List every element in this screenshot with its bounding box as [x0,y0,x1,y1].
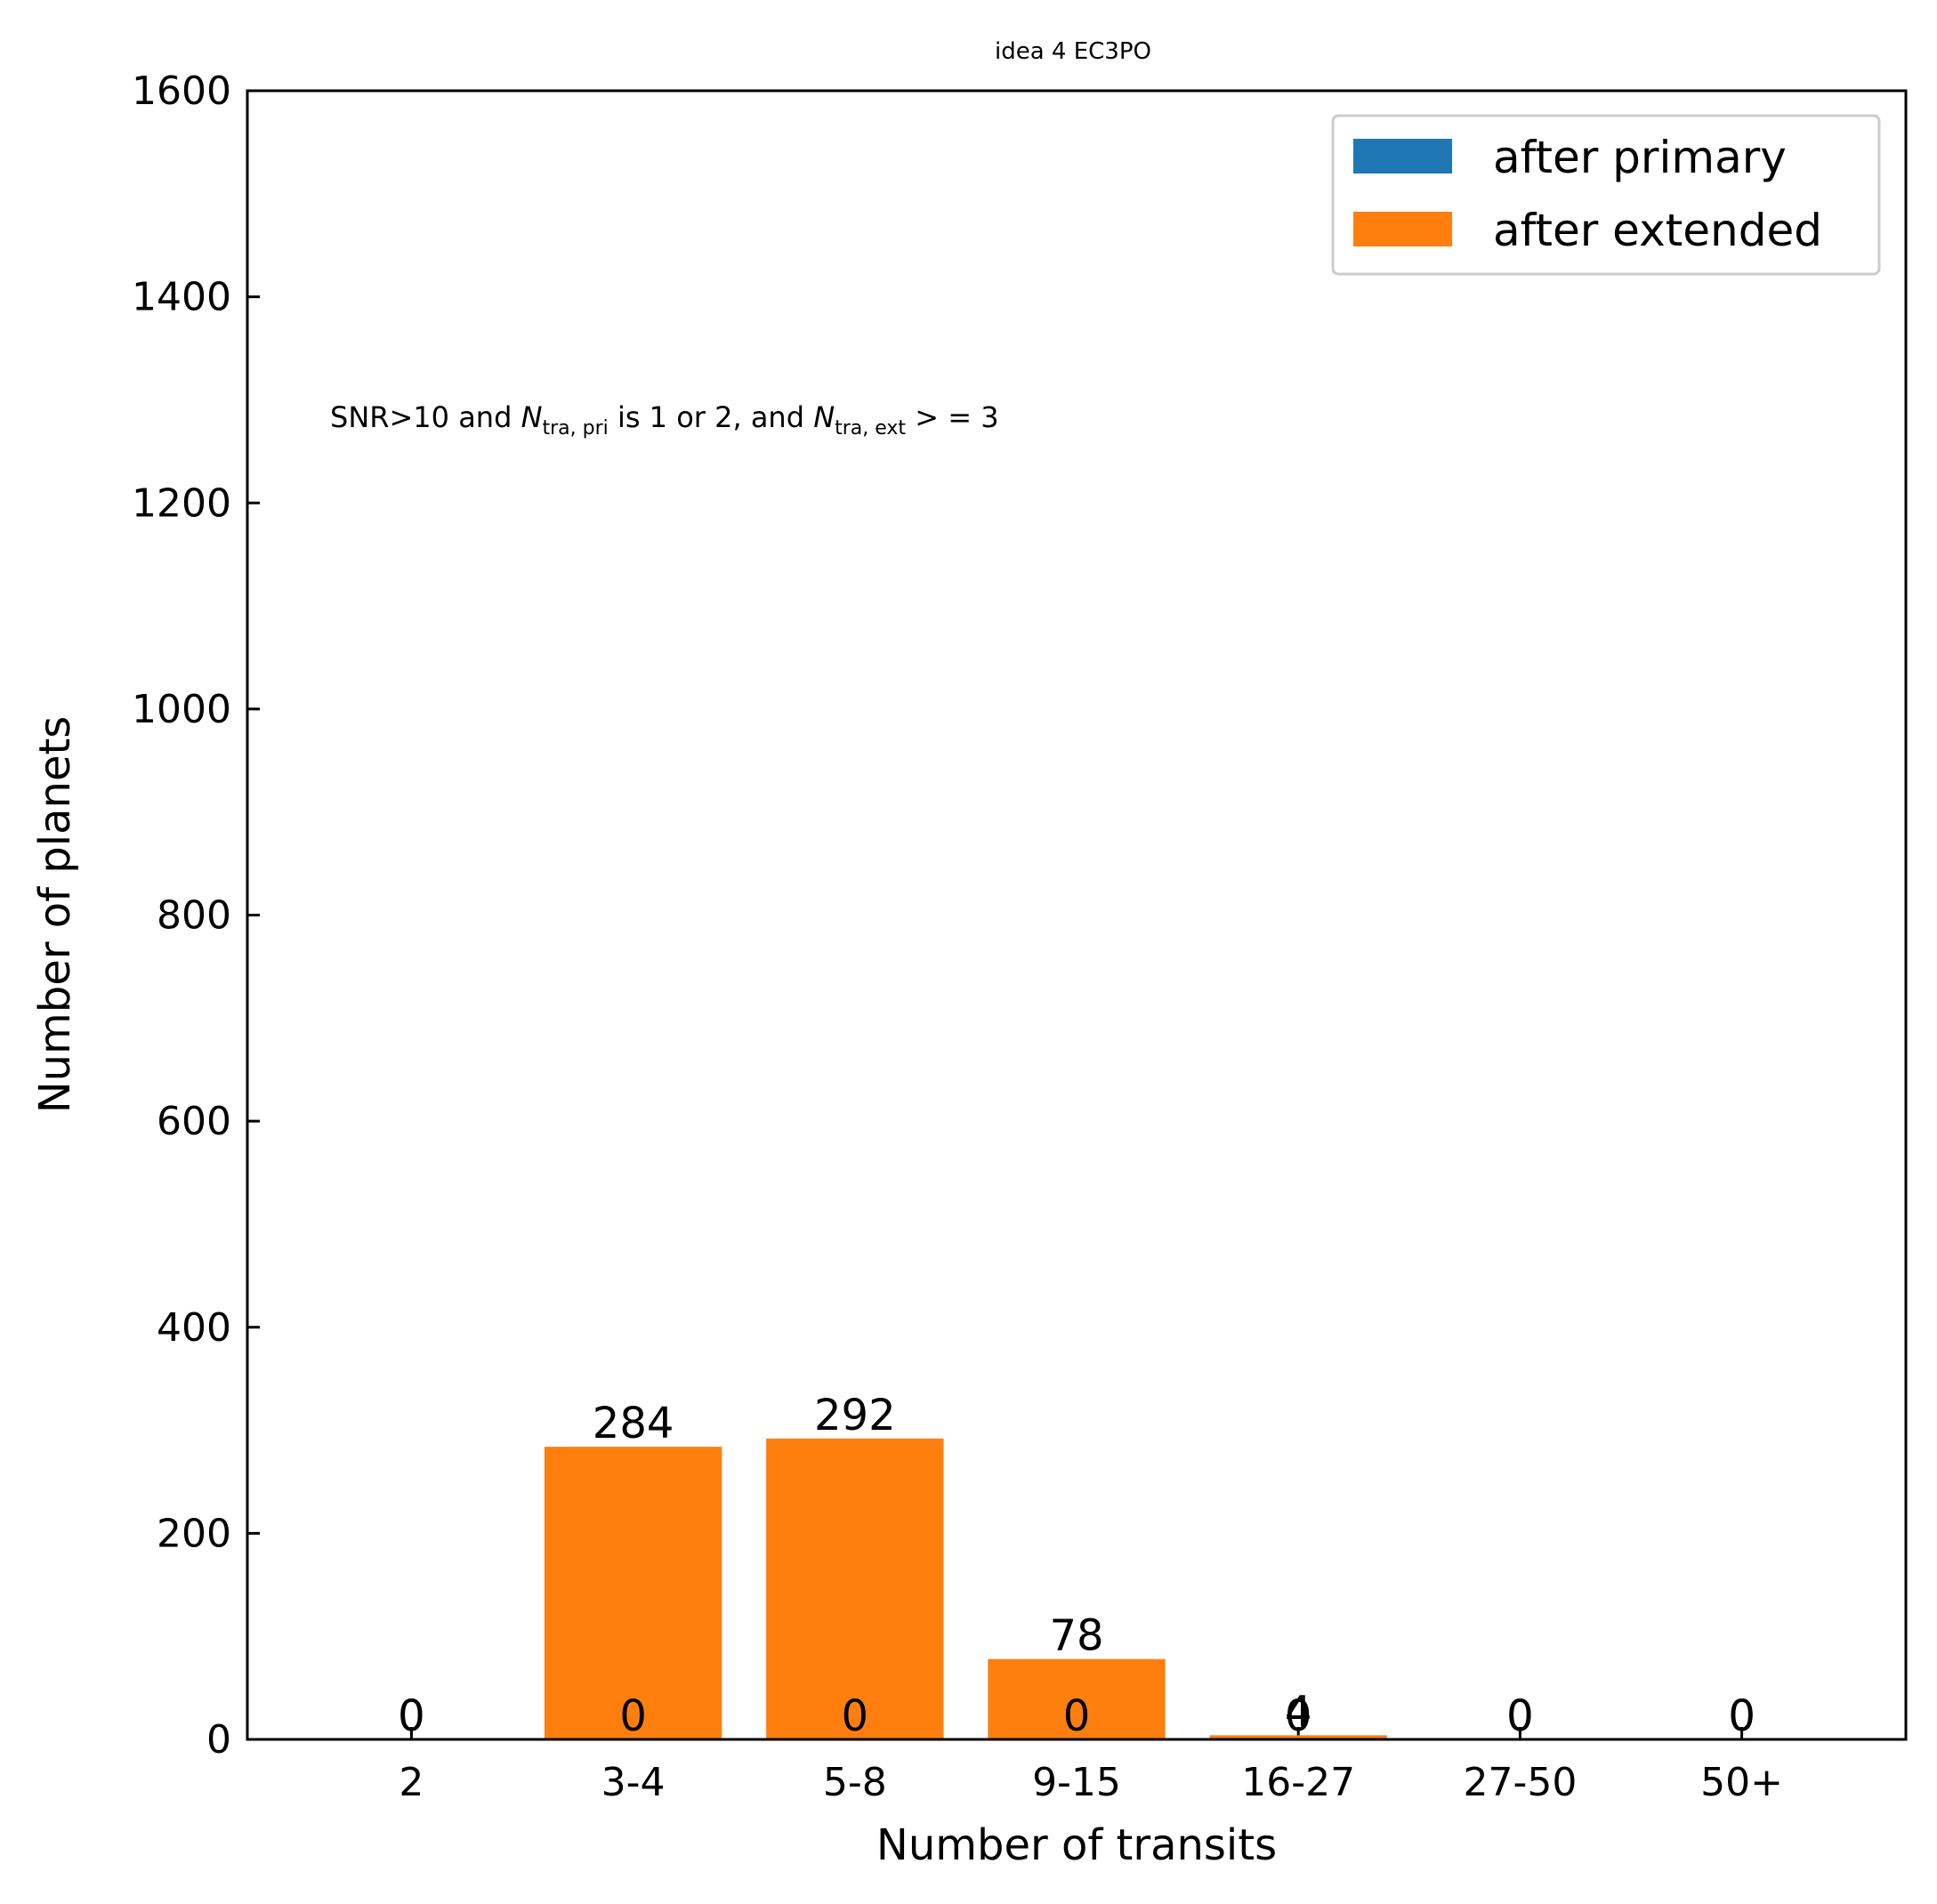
y-tick-label: 800 [157,893,231,939]
bar-value-label-after-primary: 0 [1728,1691,1755,1741]
legend-label-after-primary: after primary [1493,132,1787,183]
bar-value-label-after-extended: 0 [398,1691,425,1741]
bar-value-label-after-extended: 78 [1049,1611,1103,1661]
y-tick-label: 400 [157,1305,231,1351]
annotation-n: N [521,400,543,434]
bar-value-label-after-primary: 0 [842,1691,869,1741]
bar-after-extended-9-15 [988,1658,1166,1739]
x-tick-label: 27-50 [1463,1760,1577,1805]
bar-after-extended-16-27 [1209,1735,1387,1739]
bar-value-label-after-primary: 0 [1506,1691,1534,1741]
y-axis-label: Number of planets [30,716,80,1114]
x-tick-label: 9-15 [1032,1760,1121,1805]
bar-value-label-after-primary: 0 [1285,1691,1312,1741]
legend-swatch-after-primary [1353,139,1452,173]
bar-value-label-after-extended: 292 [814,1391,896,1440]
annotation-sub-primary: tra, pri [543,417,609,440]
x-tick-label: 16-27 [1241,1760,1355,1805]
y-tick-label: 1400 [132,275,231,320]
y-tick-label: 1600 [132,69,231,114]
annotation-middle: is 1 or 2, and [609,400,813,434]
axes-frame [246,89,1908,1741]
x-tick-label: 50+ [1700,1760,1783,1805]
annotation-n-2: N [813,400,835,434]
x-tick-label: 2 [399,1760,424,1805]
legend-swatch-after-extended [1353,212,1452,246]
x-tick-label: 3-4 [601,1760,666,1805]
y-tick-label: 1200 [132,480,231,526]
bar-value-label-after-primary: 0 [619,1691,647,1741]
bar-value-label-after-extended: 0 [1728,1691,1755,1741]
chart-annotation: SNR>10 and Ntra, pri is 1 or 2, and Ntra… [330,400,999,440]
bar-value-label-after-extended: 284 [593,1399,674,1448]
bar-value-label-after-extended: 4 [1285,1687,1312,1737]
y-tick-label: 600 [157,1099,231,1144]
x-axis-label: Number of transits [876,1820,1277,1870]
annotation-sub-extended: tra, ext [835,417,906,440]
bar-value-label-after-extended: 0 [1506,1691,1534,1741]
chart-title: idea 4 EC3PO [995,38,1151,65]
bar-value-label-after-primary: 0 [1063,1691,1091,1741]
legend-box [1331,114,1881,276]
y-tick-label: 0 [206,1717,231,1763]
bar-after-extended-3-4 [544,1447,722,1739]
annotation-suffix: > = 3 [906,400,999,434]
y-tick-label: 1000 [132,687,231,732]
bar-after-extended-5-8 [766,1438,944,1739]
legend-label-after-extended: after extended [1493,205,1822,256]
y-tick-label: 200 [157,1511,231,1556]
x-tick-label: 5-8 [823,1760,887,1805]
bar-value-label-after-primary: 0 [398,1691,425,1741]
annotation-prefix: SNR>10 and [330,400,521,434]
legend: after primary after extended [1331,114,1881,276]
